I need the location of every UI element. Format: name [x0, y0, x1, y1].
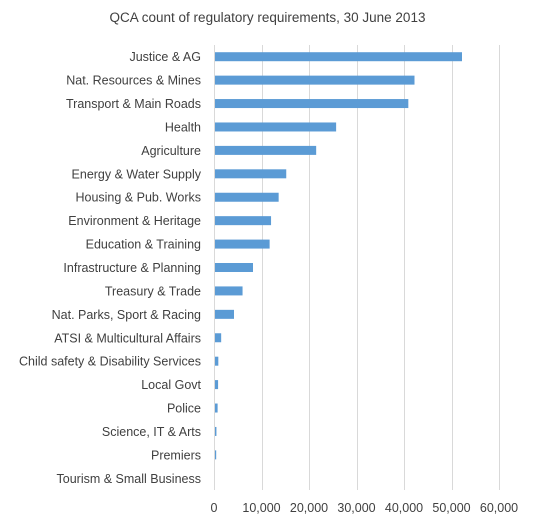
category-label: Treasury & Trade: [105, 284, 201, 298]
bar: [215, 216, 272, 226]
bar: [215, 356, 219, 366]
bar: [215, 75, 415, 85]
bar: [215, 169, 287, 179]
x-tick-label: 0: [211, 501, 218, 515]
bar: [215, 239, 270, 249]
category-label: Tourism & Small Business: [57, 472, 202, 486]
category-label: Science, IT & Arts: [102, 425, 201, 439]
x-tick-label: 50,000: [432, 501, 470, 515]
category-label: Justice & AG: [129, 50, 201, 64]
gridlines: [214, 45, 500, 490]
bar: [215, 426, 217, 436]
category-labels: Justice & AG Nat. Resources & Mines Transp…: [19, 50, 202, 486]
category-label: Energy & Water Supply: [72, 167, 202, 181]
category-label: Local Govt: [141, 378, 201, 392]
bar: [215, 450, 217, 460]
category-label: Police: [167, 402, 201, 416]
bar: [215, 263, 253, 272]
bar: [215, 380, 219, 390]
bar: [215, 99, 409, 109]
category-label: Agriculture: [141, 144, 201, 158]
bar: [215, 52, 462, 62]
chart-title: QCA count of regulatory requirements, 30…: [109, 10, 426, 25]
bar: [215, 309, 234, 319]
bar: [215, 145, 317, 155]
category-label: Environment & Heritage: [68, 214, 201, 228]
x-tick-label: 60,000: [480, 501, 518, 515]
category-label: Infrastructure & Planning: [63, 261, 201, 275]
category-label: Nat. Resources & Mines: [66, 74, 201, 88]
x-axis-tick-labels: 0 10,000 20,000 30,000 40,000 50,000 60,000: [211, 501, 519, 515]
bar: [215, 192, 279, 202]
bar: [215, 403, 218, 413]
category-label: Health: [165, 120, 201, 134]
category-label: Housing & Pub. Works: [75, 191, 201, 205]
bars: [215, 52, 462, 460]
category-label: Premiers: [151, 448, 201, 462]
category-label: Transport & Main Roads: [66, 97, 201, 111]
bar: [215, 286, 243, 296]
x-tick-label: 10,000: [242, 501, 280, 515]
category-label: Nat. Parks, Sport & Racing: [52, 308, 201, 322]
category-label: Child safety & Disability Services: [19, 355, 201, 369]
bar: [215, 333, 222, 343]
bar: [215, 122, 337, 132]
x-tick-label: 40,000: [385, 501, 423, 515]
category-label: Education & Training: [86, 238, 201, 252]
category-label: ATSI & Multicultural Affairs: [54, 331, 201, 345]
x-tick-label: 20,000: [290, 501, 328, 515]
x-tick-label: 30,000: [337, 501, 375, 515]
